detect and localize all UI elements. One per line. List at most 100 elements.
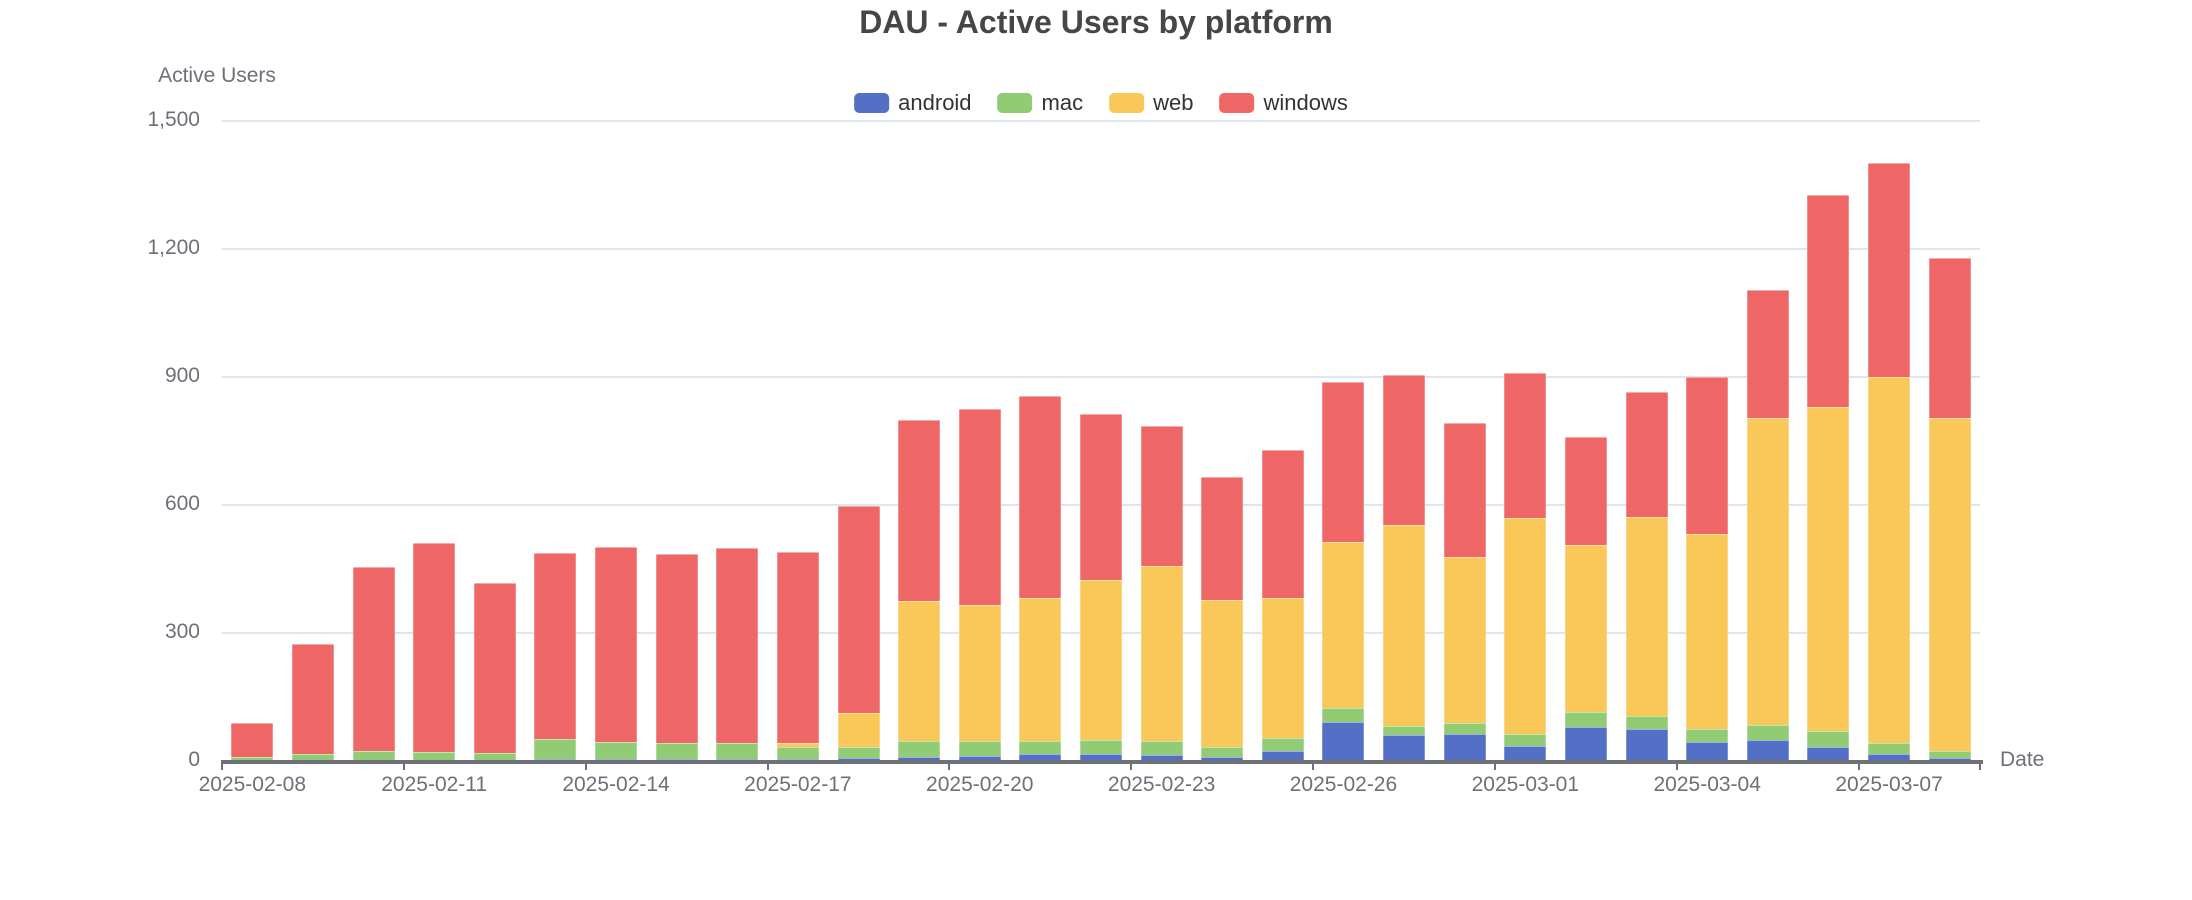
bar-segment-windows	[1201, 476, 1244, 601]
bar-segment-mac	[655, 742, 698, 760]
legend-item-android[interactable]: android	[854, 90, 972, 116]
bar-segment-windows	[534, 552, 577, 740]
bar-2025-03-06	[1807, 194, 1850, 761]
bar-segment-windows	[1080, 414, 1122, 580]
bar-2025-03-08	[1928, 257, 1971, 761]
bar-2025-02-19	[898, 420, 941, 761]
chart-title: DAU - Active Users by platform	[859, 4, 1333, 40]
bar-segment-windows	[1383, 374, 1426, 526]
bar-2025-03-05	[1746, 289, 1789, 761]
x-axis-tick	[948, 761, 951, 770]
bar-segment-windows	[291, 644, 334, 755]
x-axis-tick	[766, 761, 769, 770]
bar-segment-mac	[1322, 708, 1365, 722]
bar-2025-03-04	[1686, 377, 1729, 761]
bar-segment-android	[1201, 756, 1244, 761]
bar-segment-windows	[1564, 436, 1607, 546]
bar-segment-mac	[1868, 742, 1911, 755]
bar-2025-03-03	[1625, 391, 1668, 761]
x-tick-label: 2025-02-14	[562, 773, 670, 796]
y-tick-label: 0	[188, 748, 200, 771]
bar-segment-windows	[958, 409, 1001, 605]
bar-segment-android	[1140, 755, 1183, 761]
bar-segment-mac	[1504, 734, 1547, 746]
bar-2025-02-10	[352, 567, 395, 761]
bar-segment-windows	[1019, 395, 1062, 599]
bar-segment-windows	[1807, 194, 1850, 407]
bar-segment-windows	[595, 547, 638, 742]
x-tick-label: 2025-03-07	[1835, 773, 1943, 796]
bar-2025-02-21	[1019, 395, 1062, 761]
bar-segment-mac	[291, 754, 334, 760]
bar-segment-android	[898, 756, 941, 761]
bar-segment-mac	[1928, 751, 1971, 759]
bar-2025-02-27	[1383, 374, 1426, 761]
bar-segment-windows	[1746, 289, 1789, 418]
bar-2025-03-07	[1868, 162, 1911, 761]
x-axis-tick	[402, 761, 405, 770]
bar-segment-android	[1504, 745, 1547, 761]
bar-segment-web	[1080, 579, 1122, 741]
x-tick-label: 2025-02-17	[744, 773, 852, 796]
bar-segment-windows	[655, 554, 698, 743]
legend-item-windows[interactable]: windows	[1219, 90, 1348, 116]
bar-2025-02-25	[1261, 449, 1304, 761]
bar-segment-web	[1868, 377, 1911, 743]
bar-segment-web	[958, 604, 1001, 742]
bar-segment-mac	[898, 740, 941, 757]
bar-2025-02-20	[958, 409, 1001, 761]
bar-segment-windows	[1322, 382, 1365, 543]
y-axis-name: Active Users	[158, 64, 276, 87]
bar-segment-web	[1140, 566, 1183, 741]
bar-segment-mac	[1443, 722, 1486, 734]
bar-segment-mac	[1080, 740, 1122, 755]
bar-segment-windows	[1504, 373, 1547, 518]
bar-2025-02-23	[1140, 426, 1183, 761]
x-tick-label: 2025-02-26	[1289, 773, 1398, 796]
bar-2025-02-18	[837, 505, 880, 761]
bar-segment-mac	[534, 739, 577, 760]
bar-segment-mac	[1807, 731, 1850, 747]
bar-segment-android	[1928, 758, 1971, 761]
x-axis-tick	[1675, 761, 1678, 770]
bar-2025-02-14	[595, 547, 638, 761]
legend-label: mac	[1041, 90, 1084, 115]
legend-item-mac[interactable]: mac	[997, 90, 1084, 116]
bar-2025-02-11	[413, 543, 456, 761]
bar-2025-03-02	[1564, 436, 1607, 761]
gridline-900	[222, 376, 1980, 378]
bar-segment-windows	[1868, 162, 1911, 378]
x-axis-tick	[1979, 761, 1981, 770]
y-tick-label: 600	[164, 492, 200, 515]
bar-segment-web	[1686, 534, 1729, 729]
bar-segment-android	[1686, 741, 1729, 761]
bar-segment-web	[1564, 545, 1607, 713]
legend-item-web[interactable]: web	[1109, 90, 1193, 116]
bar-segment-windows	[837, 505, 880, 714]
legend-marker-windows	[1219, 93, 1255, 113]
legend-label: android	[898, 90, 972, 115]
x-axis-tick	[221, 761, 223, 770]
bar-segment-windows	[1928, 257, 1971, 418]
bar-segment-web	[1201, 600, 1244, 747]
bar-segment-windows	[473, 583, 516, 753]
bar-2025-02-16	[716, 547, 759, 761]
chart-legend: android mac web windows	[854, 90, 1348, 116]
bar-segment-mac	[413, 751, 456, 760]
bar-segment-web	[1807, 406, 1850, 732]
x-tick-label: 2025-03-01	[1471, 773, 1580, 796]
bar-2025-03-01	[1504, 373, 1547, 761]
bar-segment-mac	[1201, 746, 1244, 757]
bar-segment-android	[1261, 751, 1304, 761]
bar-2025-02-17	[776, 551, 819, 761]
legend-marker-android	[854, 93, 890, 113]
legend-label: web	[1153, 90, 1194, 115]
bar-segment-web	[837, 713, 880, 747]
bar-segment-windows	[776, 551, 819, 744]
bar-segment-web	[1019, 598, 1062, 741]
bar-segment-web	[898, 601, 941, 741]
bar-segment-web	[1504, 517, 1547, 735]
bar-2025-02-12	[473, 583, 516, 761]
bar-segment-windows	[352, 567, 395, 751]
bar-segment-web	[1443, 557, 1486, 723]
